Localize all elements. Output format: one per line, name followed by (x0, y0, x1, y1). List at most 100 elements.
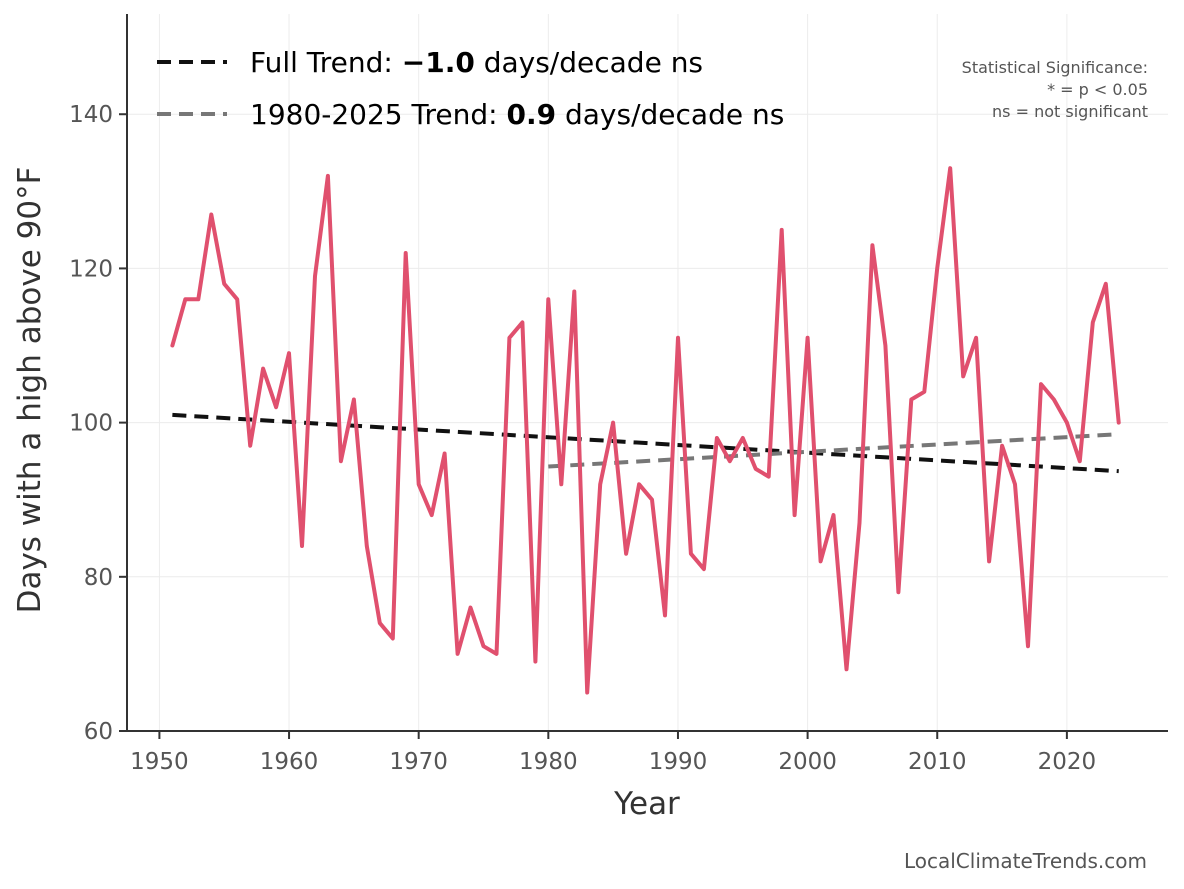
data-point-2005 (870, 243, 874, 247)
data-point-2018 (1039, 382, 1043, 386)
data-point-1998 (780, 228, 784, 232)
y-tick-label-140: 140 (69, 102, 113, 128)
data-point-1993 (715, 436, 719, 440)
data-point-1995 (741, 436, 745, 440)
data-point-1982 (572, 290, 576, 294)
legend-full-suffix: days/decade ns (475, 46, 703, 79)
data-point-1997 (767, 475, 771, 479)
data-point-1967 (378, 621, 382, 625)
data-point-1970 (417, 482, 421, 486)
data-point-1965 (352, 397, 356, 401)
data-point-1986 (624, 552, 628, 556)
y-tick-label-60: 60 (84, 719, 113, 745)
x-tick-label-2020: 2020 (1038, 749, 1097, 775)
data-point-1969 (404, 251, 408, 255)
data-point-2007 (896, 590, 900, 594)
legend-full-value: −1.0 (402, 46, 475, 79)
data-point-1971 (430, 513, 434, 517)
data-point-2004 (857, 521, 861, 525)
data-point-1963 (326, 174, 330, 178)
data-point-1989 (663, 613, 667, 617)
data-point-1958 (261, 367, 265, 371)
data-point-2023 (1104, 282, 1108, 286)
data-point-2022 (1091, 320, 1095, 324)
x-tick-label-1970: 1970 (389, 749, 448, 775)
data-point-1954 (209, 212, 213, 216)
data-point-2010 (935, 266, 939, 270)
axes (119, 14, 1168, 739)
data-point-2013 (974, 336, 978, 340)
data-point-2002 (832, 513, 836, 517)
data-point-2015 (1000, 444, 1004, 448)
data-point-2006 (883, 344, 887, 348)
significance-title: Statistical Significance: (962, 58, 1148, 77)
data-point-1991 (689, 552, 693, 556)
data-point-1962 (313, 274, 317, 278)
data-point-2009 (922, 390, 926, 394)
data-point-1959 (274, 405, 278, 409)
data-point-2024 (1117, 421, 1121, 425)
data-point-1955 (222, 282, 226, 286)
data-point-1966 (365, 544, 369, 548)
trend-line-0 (172, 412, 1119, 474)
data-point-1978 (520, 320, 524, 324)
data-point-1996 (754, 467, 758, 471)
legend-label-full-trend: Full Trend: −1.0 days/decade ns (250, 46, 703, 79)
data-point-2016 (1013, 482, 1017, 486)
legend-full-prefix: Full Trend: (250, 46, 402, 79)
data-point-1974 (469, 606, 473, 610)
data-point-2019 (1052, 397, 1056, 401)
x-tick-label-1980: 1980 (519, 749, 578, 775)
data-point-2003 (844, 667, 848, 671)
data-point-1992 (702, 567, 706, 571)
y-axis-title: Days with a high above 90°F (12, 167, 48, 614)
x-tick-label-2000: 2000 (778, 749, 837, 775)
data-point-1994 (728, 459, 732, 463)
data-point-1979 (533, 660, 537, 664)
data-point-2020 (1065, 421, 1069, 425)
data-point-1980 (546, 297, 550, 301)
data-point-1987 (637, 482, 641, 486)
data-point-1973 (456, 652, 460, 656)
data-point-2011 (948, 166, 952, 170)
data-point-1983 (585, 690, 589, 694)
x-tick-label-2010: 2010 (908, 749, 967, 775)
data-point-1984 (598, 482, 602, 486)
data-point-1960 (287, 351, 291, 355)
data-point-1957 (248, 444, 252, 448)
significance-note: Statistical Significance: * = p < 0.05 n… (962, 58, 1148, 121)
data-point-1952 (183, 297, 187, 301)
data-point-2021 (1078, 459, 1082, 463)
x-tick-label-1950: 1950 (130, 749, 189, 775)
data-point-1961 (300, 544, 304, 548)
data-point-2017 (1026, 644, 1030, 648)
data-point-1999 (793, 513, 797, 517)
data-point-1977 (507, 336, 511, 340)
data-point-1964 (339, 459, 343, 463)
data-point-1975 (482, 644, 486, 648)
grid (127, 14, 1168, 732)
data-point-1953 (196, 297, 200, 301)
data-point-2008 (909, 397, 913, 401)
legend-recent-prefix: 1980-2025 Trend: (250, 98, 506, 131)
trend-line-1 (548, 432, 1119, 469)
data-point-2000 (806, 336, 810, 340)
site-credit: LocalClimateTrends.com (904, 849, 1147, 873)
y-tick-label-100: 100 (69, 411, 113, 437)
x-axis-title: Year (613, 786, 680, 822)
data-point-1985 (611, 421, 615, 425)
data-point-2012 (961, 374, 965, 378)
data-point-1968 (391, 636, 395, 640)
significance-line-1: * = p < 0.05 (1047, 80, 1148, 99)
data-point-1990 (676, 336, 680, 340)
x-tick-label-1960: 1960 (260, 749, 319, 775)
data-point-1972 (443, 451, 447, 455)
legend-label-recent-trend: 1980-2025 Trend: 0.9 days/decade ns (250, 98, 784, 131)
data-point-1976 (494, 652, 498, 656)
data-point-1951 (170, 344, 174, 348)
data-point-2014 (987, 559, 991, 563)
data-series (170, 166, 1121, 695)
legend: Full Trend: −1.0 days/decade ns 1980-202… (157, 46, 784, 131)
tick-labels: 60 80 100 120 140 1950 1960 1970 1980 1990 2000 201… (69, 102, 1096, 775)
